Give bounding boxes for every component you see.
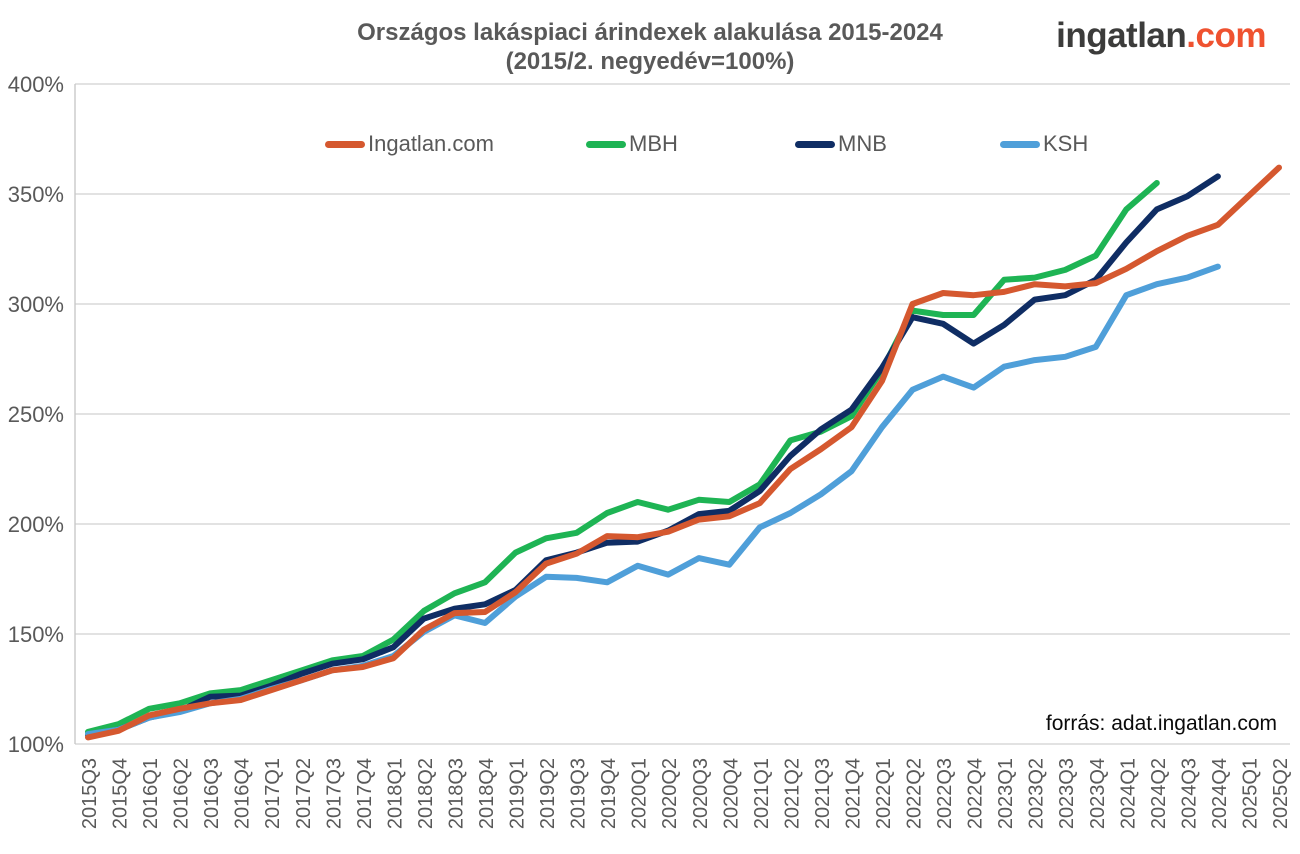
y-axis-tick-label: 250% [8,402,64,427]
y-axis-tick-label: 300% [8,292,64,317]
x-axis-tick-label: 2016Q4 [232,758,254,829]
x-axis-tick-label: 2025Q2 [1270,758,1292,829]
x-axis-tick-label: 2016Q2 [171,758,193,829]
x-axis-tick-label: 2024Q4 [1209,758,1231,829]
x-axis-tick-label: 2023Q3 [1056,758,1078,829]
x-axis-tick-label: 2019Q2 [537,758,559,829]
x-axis-tick-label: 2020Q4 [720,758,742,829]
legend-swatch [795,140,835,148]
series-line-ingatlan-com [85,164,1282,741]
x-axis-tick-label: 2019Q1 [507,758,529,829]
x-axis-tick-label: 2018Q1 [384,758,406,829]
ingatlan-logo: ingatlan.com [1056,16,1266,56]
x-axis-tick-label: 2022Q3 [934,758,956,829]
source-note: forrás: adat.ingatlan.com [1045,712,1277,735]
series-line-ksh [85,263,1221,738]
x-axis-tick-label: 2017Q3 [323,758,345,829]
legend-item-mbh: MBH [586,131,678,157]
x-axis-tick-label: 2016Q1 [140,758,162,829]
legend-label: MBH [629,131,678,156]
x-axis-tick-label: 2017Q2 [293,758,315,829]
legend-item-ksh: KSH [1000,131,1088,157]
x-axis-tick-label: 2016Q3 [201,758,223,829]
x-axis-tick-label: 2022Q2 [904,758,926,829]
x-axis-tick-label: 2018Q3 [445,758,467,829]
x-axis-tick-label: 2015Q4 [110,758,132,829]
x-axis-tick-label: 2025Q1 [1239,758,1261,829]
chart-legend: Ingatlan.com MBH MNB KSH [0,131,1300,157]
x-axis-tick-label: 2018Q4 [476,758,498,829]
x-axis-tick-label: 2023Q2 [1026,758,1048,829]
legend-label: MNB [838,131,887,156]
legend-swatch [325,140,365,148]
x-axis-tick-label: 2019Q4 [598,758,620,829]
x-axis-tick-label: 2015Q3 [79,758,101,829]
x-axis-tick-label: 2023Q4 [1087,758,1109,829]
y-axis-tick-label: 150% [8,622,64,647]
x-axis-tick-label: 2021Q3 [812,758,834,829]
x-axis-tick-label: 2024Q3 [1178,758,1200,829]
x-axis-tick-label: 2017Q4 [354,758,376,829]
y-axis-tick-label: 200% [8,512,64,537]
y-axis-tick-label: 400% [8,72,64,97]
x-axis-tick-label: 2020Q1 [629,758,651,829]
x-axis-tick-label: 2023Q1 [995,758,1017,829]
y-axis-tick-label: 350% [8,182,64,207]
legend-label: Ingatlan.com [368,131,494,156]
legend-item-mnb: MNB [795,131,887,157]
legend-swatch [586,140,626,148]
x-axis-tick-label: 2021Q4 [842,758,864,829]
series-line-mnb [85,173,1221,739]
y-axis-tick-label: 100% [8,732,64,757]
legend-label: KSH [1043,131,1089,156]
x-axis-tick-label: 2022Q4 [965,758,987,829]
legend-item-ingatlan-com: Ingatlan.com [325,131,494,157]
x-axis-tick-label: 2021Q2 [781,758,803,829]
x-axis-tick-label: 2018Q2 [415,758,437,829]
x-axis-tick-label: 2022Q1 [873,758,895,829]
x-axis-tick-label: 2024Q1 [1117,758,1139,829]
series-line-mbh [85,180,1160,735]
x-axis-tick-label: 2020Q3 [690,758,712,829]
logo-name-text: ingatlan [1056,16,1187,55]
x-axis-tick-label: 2017Q1 [262,758,284,829]
x-axis-tick-label: 2020Q2 [659,758,681,829]
logo-tld-text: .com [1186,16,1266,55]
x-axis-tick-label: 2021Q1 [751,758,773,829]
x-axis-tick-label: 2019Q3 [568,758,590,829]
legend-swatch [1000,140,1040,148]
x-axis-tick-label: 2024Q2 [1148,758,1170,829]
